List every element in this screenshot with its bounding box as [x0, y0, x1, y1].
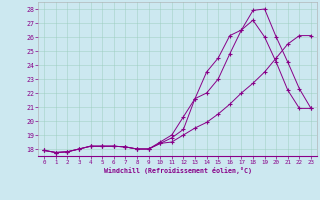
X-axis label: Windchill (Refroidissement éolien,°C): Windchill (Refroidissement éolien,°C)	[104, 167, 252, 174]
